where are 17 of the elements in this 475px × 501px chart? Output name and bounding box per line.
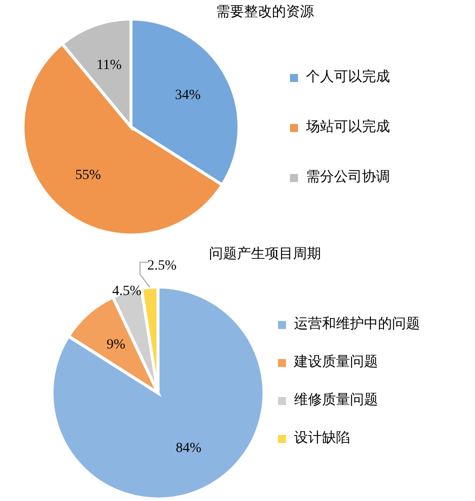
- legend-label: 维修质量问题: [294, 392, 378, 408]
- legend-label: 场站可以完成: [305, 119, 390, 136]
- legend-label: 运营和维护中的问题: [294, 316, 420, 332]
- legend-label: 需分公司协调: [306, 169, 390, 186]
- chart-title: 需要整改的资源: [216, 4, 314, 20]
- legend-label: 设计缺陷: [294, 430, 350, 446]
- data-label: 4.5%: [112, 284, 142, 299]
- data-label: 84%: [176, 440, 202, 456]
- data-label: 55%: [75, 168, 102, 183]
- data-label: 34%: [174, 88, 201, 103]
- legend-label: 建设质量问题: [293, 354, 378, 370]
- data-label: 9%: [106, 338, 126, 353]
- pie-slice: [50, 286, 266, 500]
- chart-title: 问题产生项目周期: [209, 246, 321, 262]
- data-label: 11%: [96, 58, 122, 74]
- data-label: 2.5%: [147, 258, 177, 274]
- legend-label: 个人可以完成: [306, 69, 390, 86]
